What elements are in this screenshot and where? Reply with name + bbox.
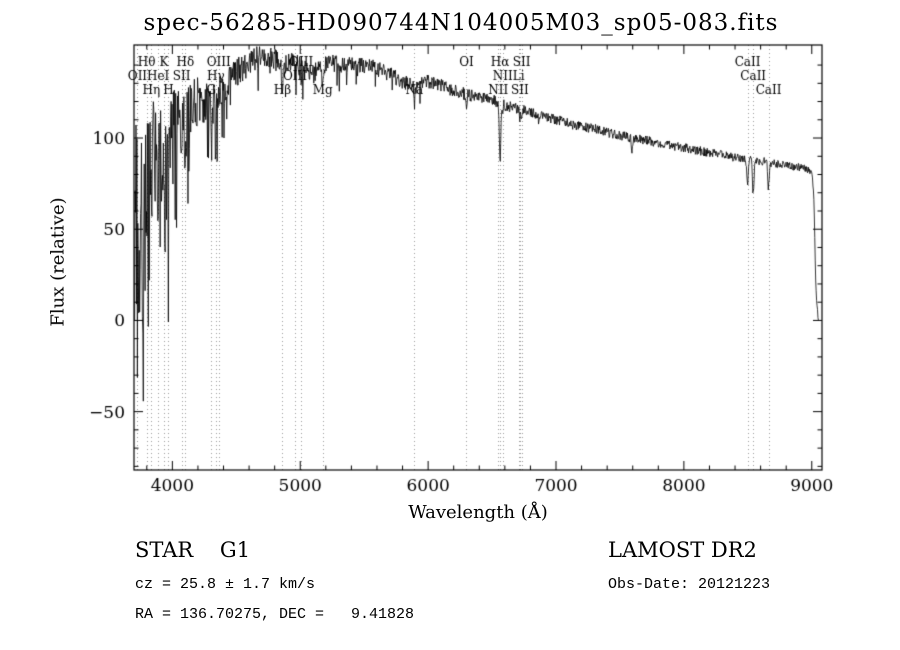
redshift-velocity-label: cz = 25.8 ± 1.7 km/s bbox=[135, 576, 316, 593]
x-axis-label: Wavelength (Å) bbox=[408, 502, 548, 523]
y-axis-label: Flux (relative) bbox=[47, 197, 69, 327]
survey-release-label: LAMOST DR2 bbox=[608, 538, 757, 562]
coordinates-label: RA = 136.70275, DEC = 9.41828 bbox=[135, 606, 415, 623]
plot-title: spec-56285-HD090744N104005M03_sp05-083.f… bbox=[143, 10, 779, 36]
survey-info-block: LAMOST DR2 Obs-Date: 20121223 bbox=[608, 538, 770, 606]
object-class-label: STAR G1 bbox=[135, 538, 251, 562]
obs-date-label: Obs-Date: 20121223 bbox=[608, 576, 771, 593]
object-info-block: STAR G1 cz = 25.8 ± 1.7 km/s RA = 136.70… bbox=[135, 538, 414, 636]
